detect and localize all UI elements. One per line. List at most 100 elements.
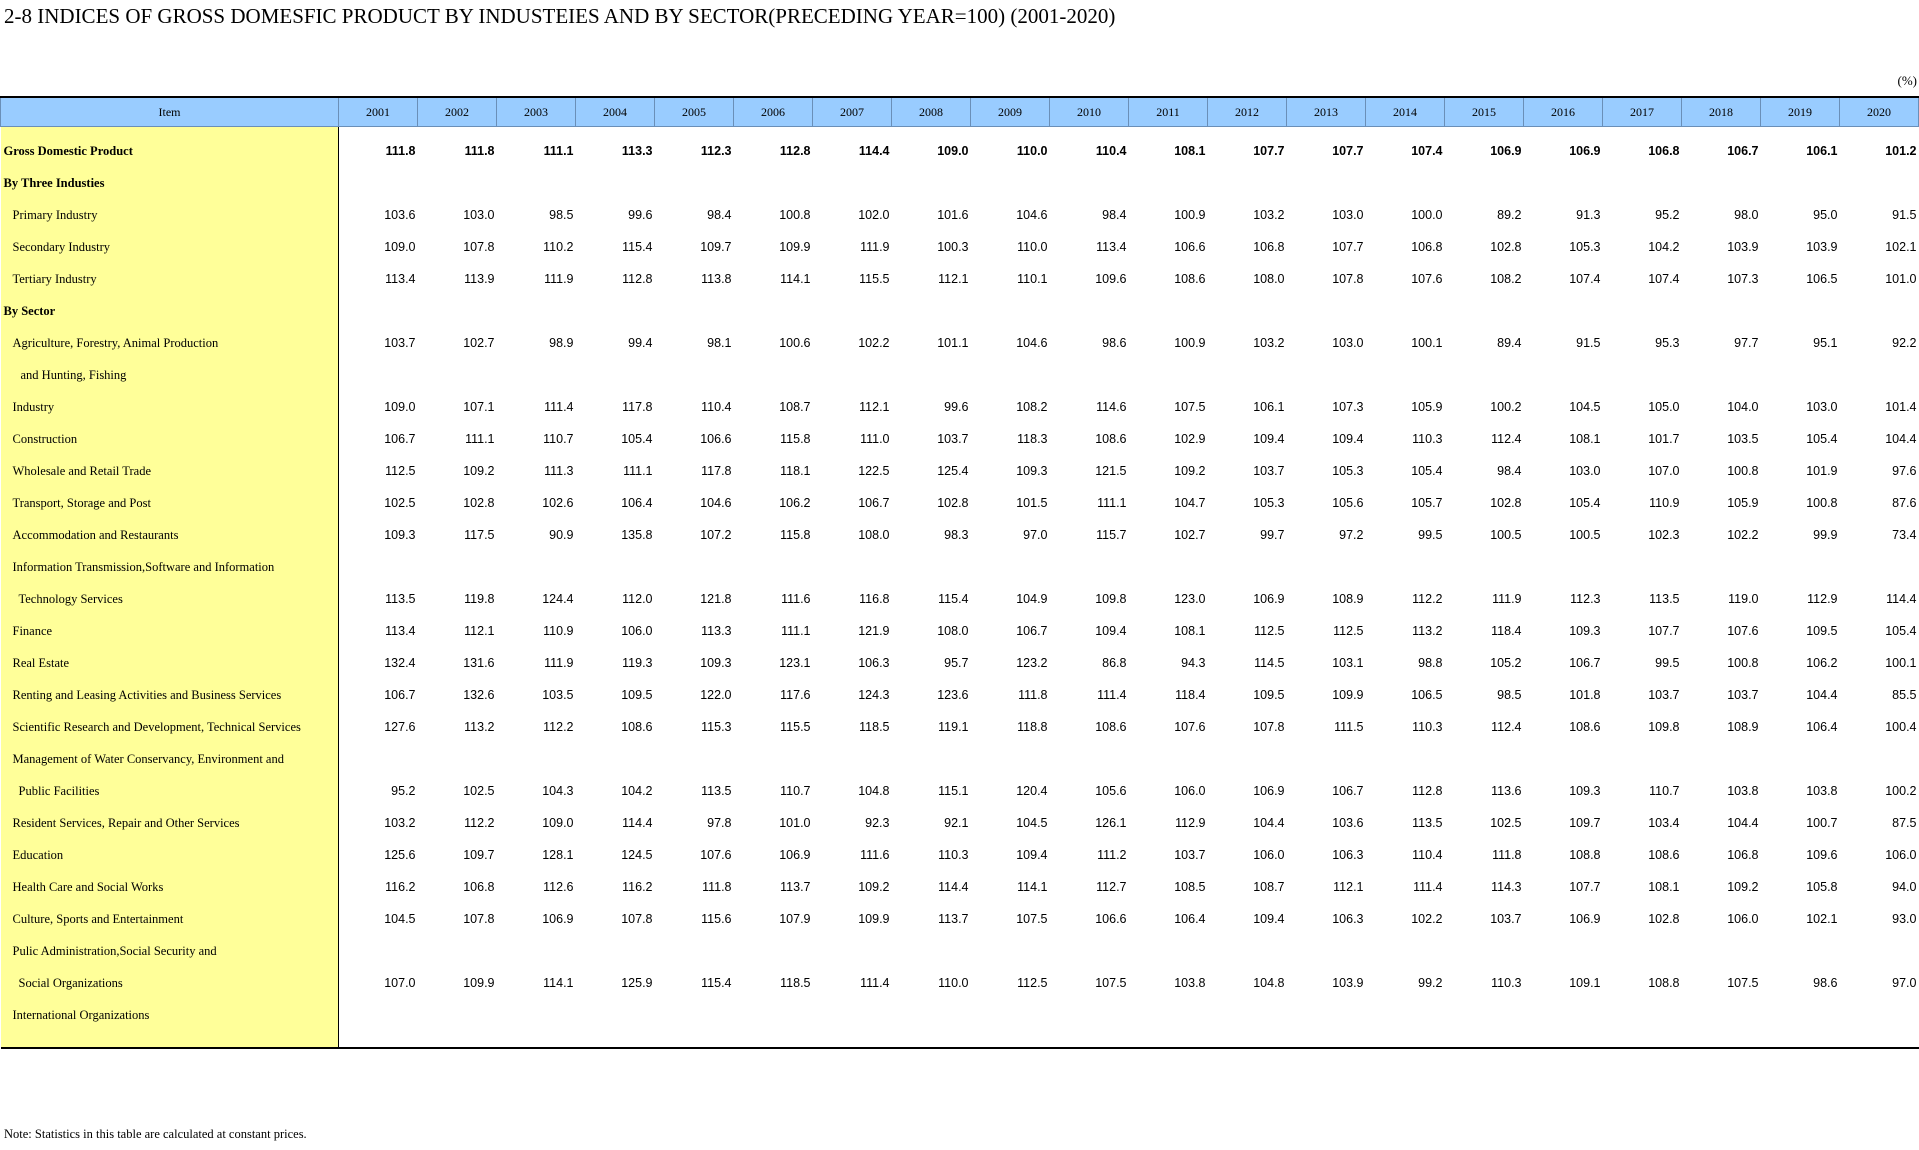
cell-value (1287, 359, 1366, 391)
cell-value: 107.1 (463, 400, 495, 414)
cell-value: 105.4 (621, 432, 653, 446)
cell-value: 98.5 (1497, 688, 1522, 702)
cell-value: 101.9 (1806, 464, 1838, 478)
cell-value: 106.6 (700, 432, 732, 446)
cell-value (971, 935, 1050, 967)
cell-value: 97.8 (707, 816, 732, 830)
cell-value: 104.8 (1253, 976, 1285, 990)
cell-value: 124.4 (542, 592, 574, 606)
cell-value: 114.1 (543, 976, 574, 990)
cell-value: 111.9 (544, 272, 574, 286)
cell-value (497, 167, 576, 199)
cell-blank (496, 1031, 576, 1049)
cell-value: 103.7 (1174, 848, 1206, 862)
cell-value: 106.7 (384, 432, 416, 446)
cell-value: 112.8 (1412, 784, 1443, 798)
cell-value (1129, 127, 1208, 136)
cell-value (655, 127, 734, 136)
cell-value: 107.3 (1332, 400, 1364, 414)
cell-value: 107.5 (1727, 976, 1759, 990)
cell-value: 112.2 (464, 816, 495, 830)
table-row: Technology Services 113.5 119.8 124.4 112.0 1… (0, 583, 1919, 615)
cell-value: 102.9 (1174, 432, 1206, 446)
cell-value: 108.1 (1569, 432, 1601, 446)
cell-value: 105.6 (1332, 496, 1364, 510)
cell-value: 107.6 (700, 848, 732, 862)
cell-value: 104.0 (1727, 400, 1759, 414)
cell-value: 106.9 (1569, 144, 1601, 158)
cell-value: 108.0 (858, 528, 890, 542)
cell-value: 113.7 (938, 912, 969, 926)
cell-blank (812, 1031, 892, 1049)
table-row: Information Transmission,Software and In… (0, 551, 1919, 583)
cell-value (1287, 935, 1366, 967)
cell-value: 100.6 (779, 336, 811, 350)
cell-value: 111.9 (544, 656, 574, 670)
cell-value: 106.3 (858, 656, 890, 670)
cell-value: 106.7 (1016, 624, 1048, 638)
cell-value: 110.3 (1491, 976, 1522, 990)
cell-value: 123.1 (779, 656, 811, 670)
cell-value: 118.4 (1175, 688, 1206, 702)
cell-value: 97.0 (1892, 976, 1917, 990)
cell-value: 112.2 (1412, 592, 1443, 606)
cell-value: 102.0 (858, 208, 890, 222)
cell-value (1682, 935, 1761, 967)
cell-value (576, 551, 655, 583)
cell-value (1840, 551, 1919, 583)
cell-value: 102.6 (542, 496, 574, 510)
cell-value (655, 359, 734, 391)
cell-value: 113.7 (780, 880, 811, 894)
cell-value: 103.2 (384, 816, 416, 830)
row-label: Technology Services (0, 583, 339, 615)
cell-value: 106.4 (1806, 720, 1838, 734)
cell-blank (733, 1031, 813, 1049)
cell-value: 106.9 (1253, 784, 1285, 798)
cell-value: 115.7 (1096, 528, 1127, 542)
cell-value: 108.9 (1727, 720, 1759, 734)
cell-value: 106.8 (1648, 144, 1680, 158)
cell-value: 101.1 (937, 336, 969, 350)
cell-value: 100.2 (1490, 400, 1522, 414)
cell-value: 106.2 (779, 496, 811, 510)
cell-value: 102.2 (1411, 912, 1443, 926)
row-label: Industry (0, 391, 339, 423)
cell-value: 103.0 (1806, 400, 1838, 414)
cell-value (1366, 935, 1445, 967)
cell-value: 97.2 (1339, 528, 1364, 542)
cell-value: 95.2 (1655, 208, 1680, 222)
cell-value: 106.6 (1174, 240, 1206, 254)
cell-value: 105.2 (1490, 656, 1522, 670)
cell-value: 89.4 (1497, 336, 1522, 350)
cell-value: 99.5 (1655, 656, 1680, 670)
cell-value: 91.5 (1892, 208, 1917, 222)
cell-value: 103.7 (1648, 688, 1680, 702)
header-year: 2014 (1365, 96, 1445, 127)
cell-value: 112.4 (1491, 720, 1522, 734)
cell-value (497, 935, 576, 967)
cell-value: 118.1 (780, 464, 811, 478)
cell-value: 108.8 (1648, 976, 1680, 990)
cell-value: 111.1 (781, 624, 811, 638)
cell-value: 115.4 (938, 592, 969, 606)
table-row: By Three Industies (0, 167, 1919, 199)
cell-value (734, 127, 813, 136)
cell-value: 90.9 (549, 528, 574, 542)
cell-value: 107.0 (1648, 464, 1680, 478)
cell-value: 114.1 (1017, 880, 1048, 894)
cell-value: 106.3 (1332, 912, 1364, 926)
header-year: 2009 (970, 96, 1050, 127)
cell-value: 108.7 (1253, 880, 1285, 894)
cell-value: 111.8 (385, 144, 416, 158)
cell-value: 109.9 (779, 240, 811, 254)
header-year: 2002 (417, 96, 497, 127)
cell-value: 108.0 (1253, 272, 1285, 286)
cell-value: 107.8 (463, 912, 495, 926)
row-label: Wholesale and Retail Trade (0, 455, 339, 487)
cell-value: 110.0 (1017, 240, 1048, 254)
cell-value: 131.6 (463, 656, 495, 670)
cell-value: 116.8 (859, 592, 890, 606)
row-label: Education (0, 839, 339, 871)
header-year: 2013 (1286, 96, 1366, 127)
cell-value: 105.7 (1411, 496, 1443, 510)
